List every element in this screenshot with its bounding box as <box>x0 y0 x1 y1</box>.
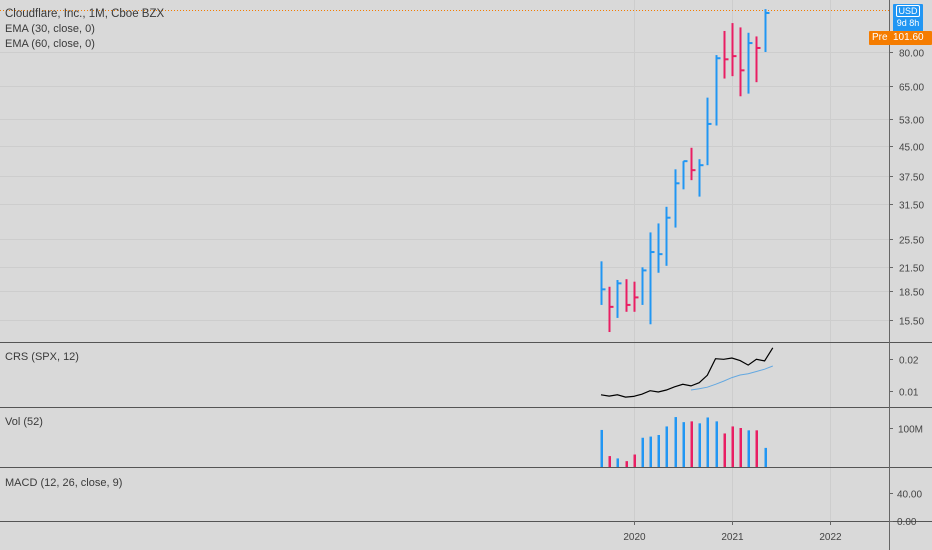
ohlc-bar <box>674 169 680 228</box>
volume-bar <box>600 429 603 467</box>
price-tick-label: 31.50 <box>899 201 924 212</box>
main-pane-legend: Cloudflare, Inc., 1M, Cboe BZX EMA (30, … <box>5 7 164 52</box>
symbol-title[interactable]: Cloudflare, Inc., 1M, Cboe BZX <box>5 8 165 20</box>
price-tick-label: 53.00 <box>899 116 924 127</box>
ema-60-legend[interactable]: EMA (60, close, 0) <box>5 38 95 50</box>
volume-tick-label: 100M <box>898 425 923 436</box>
volume-bar <box>739 428 742 467</box>
volume-bar <box>641 437 644 467</box>
ohlc-bar <box>764 9 770 52</box>
ohlc-bar <box>755 36 761 83</box>
ohlc-bar <box>690 147 696 181</box>
volume-bar <box>608 456 611 467</box>
ohlc-bar <box>715 55 721 126</box>
macd-pane-legend: MACD (12, 26, close, 9) <box>5 476 122 491</box>
ohlc-bar <box>641 267 647 305</box>
premarket-tag: Pre <box>869 31 891 45</box>
macd-tick-label: 40.00 <box>897 490 922 501</box>
price-tick-label: 37.50 <box>899 173 924 184</box>
ohlc-bar <box>657 223 663 273</box>
price-tick-label: 80.00 <box>899 49 924 60</box>
volume-bar <box>723 433 726 467</box>
ohlc-bar <box>633 281 639 312</box>
premarket-price-badge: 101.60 <box>890 31 932 45</box>
price-tick-label: 15.50 <box>899 317 924 328</box>
time-tick-label: 2022 <box>819 532 842 543</box>
volume-bar <box>706 417 709 467</box>
macd-title[interactable]: MACD (12, 26, close, 9) <box>5 477 123 489</box>
volume-series <box>600 417 767 467</box>
volume-bar <box>665 426 668 467</box>
volume-pane-legend: Vol (52) <box>5 415 43 430</box>
crs-line <box>600 347 774 398</box>
price-tick-label: 25.50 <box>899 236 924 247</box>
volume-bar <box>731 426 734 467</box>
ema-30-legend[interactable]: EMA (30, close, 0) <box>5 23 95 35</box>
last-price-badge: USD 9d 8h <box>893 4 923 32</box>
volume-bar <box>649 436 652 467</box>
time-tick-label: 2020 <box>623 532 646 543</box>
volume-bar <box>682 422 685 467</box>
volume-bar <box>657 435 660 467</box>
volume-bar <box>625 461 628 467</box>
crs-average-line <box>690 365 773 391</box>
currency-button[interactable]: USD <box>896 5 920 17</box>
volume-bar <box>764 447 767 467</box>
volume-title[interactable]: Vol (52) <box>5 416 43 428</box>
macd-tick-label: 0.00 <box>897 517 917 528</box>
price-tick-label: 45.00 <box>899 143 924 154</box>
ohlc-bar <box>625 279 631 312</box>
premarket-label: Pre <box>872 32 888 43</box>
ohlc-bar <box>616 280 622 318</box>
crs-title[interactable]: CRS (SPX, 12) <box>5 351 79 363</box>
ohlc-bar <box>665 206 671 266</box>
ohlc-bar <box>739 27 745 97</box>
price-tick-label: 18.50 <box>899 288 924 299</box>
volume-bar <box>674 417 677 467</box>
volume-bar <box>755 430 758 467</box>
ohlc-bar <box>649 232 655 325</box>
price-tick-label: 65.00 <box>899 83 924 94</box>
volume-bar <box>616 458 619 467</box>
time-tick-label: 2021 <box>721 532 744 543</box>
crs-pane-legend: CRS (SPX, 12) <box>5 350 79 365</box>
volume-bar <box>715 421 718 467</box>
crs-tick-label: 0.01 <box>899 388 919 399</box>
bar-countdown: 9d 8h <box>896 18 920 28</box>
volume-bar <box>633 454 636 467</box>
ohlc-bar <box>698 159 704 197</box>
ohlc-bar <box>600 261 606 305</box>
ohlc-bar <box>608 286 614 333</box>
crs-series <box>600 347 774 398</box>
volume-bar <box>698 423 701 467</box>
grid <box>0 0 889 521</box>
ohlc-bar <box>706 97 712 166</box>
ohlc-bar <box>747 32 753 94</box>
ohlc-bar <box>682 160 688 190</box>
price-tick-label: 21.50 <box>899 264 924 275</box>
ohlc-bar <box>723 30 729 79</box>
crs-tick-label: 0.02 <box>899 356 919 367</box>
ohlc-bar <box>731 23 737 77</box>
ohlc-series <box>600 9 770 333</box>
axis-labels: 80.00 65.00 53.00 45.00 37.50 31.50 25.50 21.50… <box>623 49 924 544</box>
premarket-price: 101.60 <box>893 32 924 43</box>
volume-bar <box>690 421 693 467</box>
volume-bar <box>747 430 750 467</box>
